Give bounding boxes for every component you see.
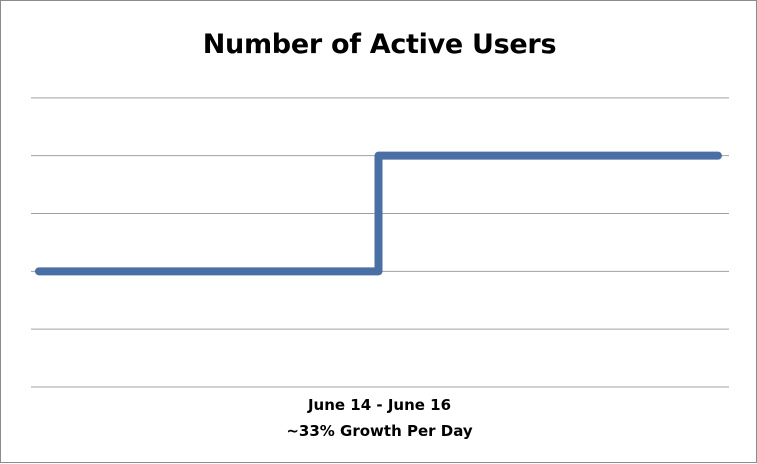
chart-subtitle: ~33% Growth Per Day bbox=[286, 422, 473, 440]
chart-title: Number of Active Users bbox=[202, 29, 557, 60]
x-axis-label: June 14 - June 16 bbox=[307, 396, 452, 414]
series-line bbox=[35, 151, 722, 276]
series-group bbox=[35, 151, 722, 276]
